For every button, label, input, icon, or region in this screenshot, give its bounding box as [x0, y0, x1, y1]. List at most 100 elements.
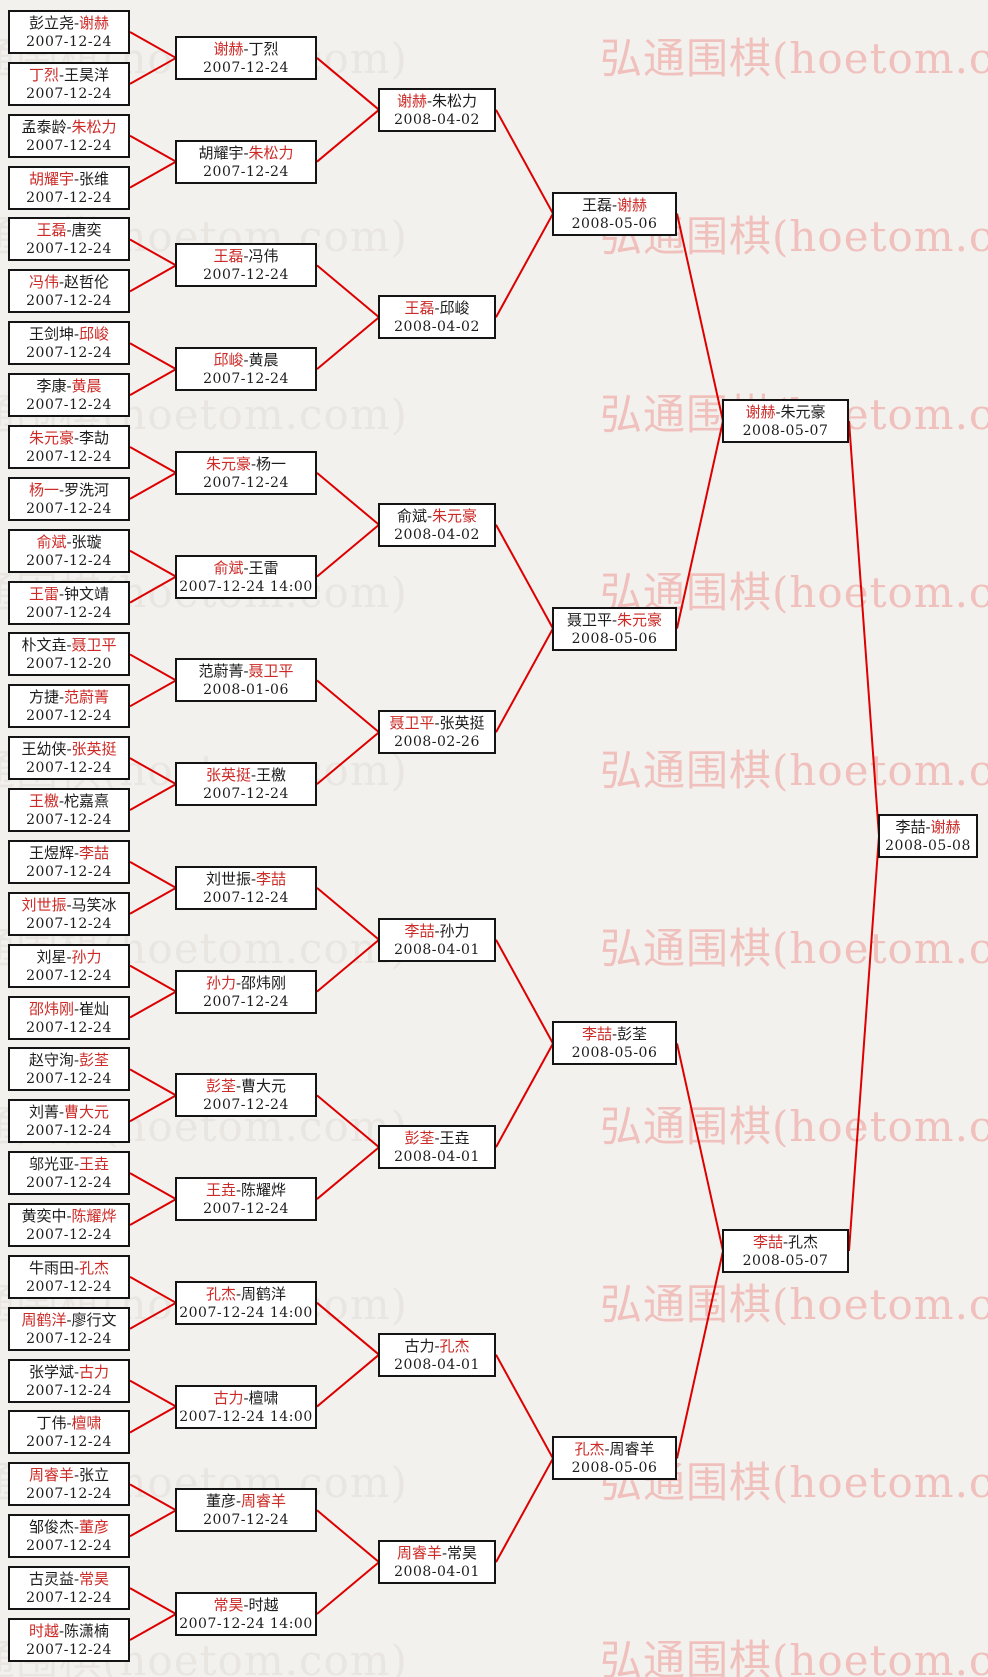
match-players: 古力-孔杰: [380, 1336, 494, 1356]
match-box: 张学斌-古力 2007-12-24: [8, 1358, 130, 1403]
match-date: 2007-12-24 14:00: [179, 1304, 313, 1321]
connector-line: [129, 1276, 177, 1304]
vs-dash: -: [235, 973, 242, 992]
player1-name: 刘菁: [28, 1103, 59, 1122]
connector-line: [129, 757, 177, 785]
match-box: 聂卫平-朱元豪 2008-05-06: [552, 606, 677, 651]
match-box: 王垚-陈耀烨 2007-12-24: [175, 1177, 317, 1222]
match-players: 方捷-范蔚菁: [10, 687, 128, 707]
match-players: 刘星-孙力: [10, 947, 128, 967]
connector-line: [129, 160, 177, 189]
match-date: 2007-12-24: [26, 760, 112, 777]
match-date: 2007-12-24: [26, 1227, 112, 1243]
match-date: 2007-12-24: [203, 889, 289, 906]
match-box: 邬光亚-王垚 2007-12-24: [8, 1151, 130, 1196]
player2-name: 孔杰: [788, 1232, 819, 1251]
player1-name: 董彦: [205, 1492, 236, 1511]
match-box: 彭立尧-谢赫 2007-12-24: [8, 10, 130, 54]
connector-line: [316, 472, 380, 526]
player1-name: 朱元豪: [205, 454, 251, 473]
match-date: 2007-12-24: [26, 85, 112, 102]
vs-dash: -: [66, 947, 72, 966]
match-date: 2007-12-24: [26, 1330, 112, 1347]
match-date: 2007-12-24: [26, 137, 112, 154]
player2-name: 檀啸: [248, 1388, 279, 1407]
connector-line: [848, 420, 880, 837]
match-date: 2007-12-24: [26, 1071, 112, 1088]
match-box: 孙力-邵炜刚 2007-12-24: [175, 969, 317, 1014]
match-date: 2007-12-24: [26, 1434, 112, 1451]
player2-name: 柁嘉熹: [64, 792, 110, 811]
player1-name: 王雷: [28, 584, 59, 603]
match-players: 古力-檀啸: [177, 1388, 315, 1408]
match-players: 王磊-冯伟: [177, 246, 315, 266]
vs-dash: -: [426, 506, 433, 525]
player1-name: 古力: [404, 1336, 435, 1355]
match-players: 周睿羊-常昊: [380, 1543, 494, 1563]
match-players: 赵守洵-彭荃: [10, 1050, 128, 1070]
connector-line: [129, 886, 177, 915]
match-box: 赵守洵-彭荃 2007-12-24: [8, 1047, 130, 1092]
match-box: 邵炜刚-崔灿 2007-12-24: [8, 995, 130, 1040]
vs-dash: -: [782, 1232, 789, 1251]
match-players: 李喆-孔杰: [724, 1232, 847, 1252]
player2-name: 王垚: [439, 1129, 470, 1148]
match-date: 2007-12-24: [203, 1097, 289, 1114]
match-date: 2007-12-24: [203, 371, 289, 388]
connector-line: [129, 861, 177, 889]
player2-name: 张英挺: [439, 714, 485, 733]
player2-name: 常昊: [79, 1570, 110, 1589]
match-players: 王磊-谢赫: [554, 195, 675, 215]
vs-dash: -: [243, 351, 249, 370]
connector-line: [129, 653, 177, 682]
player1-name: 王檄: [28, 792, 59, 811]
match-box: 谢赫-朱松力 2008-04-02: [378, 87, 496, 132]
vs-dash: -: [243, 247, 249, 266]
vs-dash: -: [775, 403, 781, 422]
connector-line: [129, 472, 177, 500]
connector-line: [316, 523, 380, 578]
match-box: 周睿羊-常昊 2008-04-01: [378, 1540, 496, 1585]
match-players: 刘世振-马笑冰: [10, 895, 128, 915]
match-players: 李喆-谢赫: [880, 817, 976, 837]
match-box: 冯伟-赵哲伦 2007-12-24: [8, 269, 130, 314]
connector-line: [316, 887, 380, 941]
match-players: 冯伟-赵哲伦: [10, 272, 128, 292]
match-date: 2008-02-26: [394, 734, 480, 751]
vs-dash: -: [434, 1129, 440, 1148]
vs-dash: -: [73, 1570, 80, 1589]
player1-name: 牛雨田: [28, 1258, 74, 1277]
player2-name: 廖行文: [71, 1310, 117, 1329]
player2-name: 丁烈: [248, 39, 279, 58]
match-players: 朴文垚-聂卫平: [10, 635, 128, 655]
player1-name: 彭荃: [404, 1129, 435, 1148]
vs-dash: -: [235, 1492, 242, 1511]
player2-name: 马笑冰: [71, 895, 117, 914]
match-players: 丁烈-王昊洋: [10, 65, 128, 85]
vs-dash: -: [66, 117, 72, 136]
vs-dash: -: [243, 1388, 249, 1407]
match-box: 古力-孔杰 2008-04-01: [378, 1332, 496, 1377]
player2-name: 崔灿: [79, 999, 110, 1018]
match-players: 常昊-时越: [177, 1595, 315, 1615]
player2-name: 黄晨: [71, 377, 102, 396]
match-date: 2008-04-01: [394, 1564, 480, 1581]
player2-name: 聂卫平: [71, 636, 117, 655]
match-players: 王煜辉-李喆: [10, 843, 128, 863]
match-date: 2007-12-24: [26, 1123, 112, 1140]
player1-name: 邵炜刚: [28, 999, 74, 1018]
match-box: 聂卫平-张英挺 2008-02-26: [378, 710, 496, 755]
match-date: 2007-12-20: [26, 656, 112, 673]
player2-name: 邱峻: [439, 299, 470, 318]
match-players: 邵炜刚-崔灿: [10, 999, 128, 1019]
match-players: 周鹤洋-廖行文: [10, 1310, 128, 1330]
connector-line: [129, 1613, 177, 1641]
player2-name: 朱松力: [71, 117, 117, 136]
match-players: 孔杰-周睿羊: [554, 1439, 675, 1459]
match-players: 胡耀宇-朱松力: [177, 143, 315, 163]
player2-name: 赵哲伦: [64, 273, 110, 292]
match-players: 胡耀宇-张维: [10, 169, 128, 189]
match-players: 丁伟-檀啸: [10, 1413, 128, 1433]
match-players: 邹俊杰-董彦: [10, 1517, 128, 1537]
player2-name: 谢赫: [930, 817, 961, 836]
